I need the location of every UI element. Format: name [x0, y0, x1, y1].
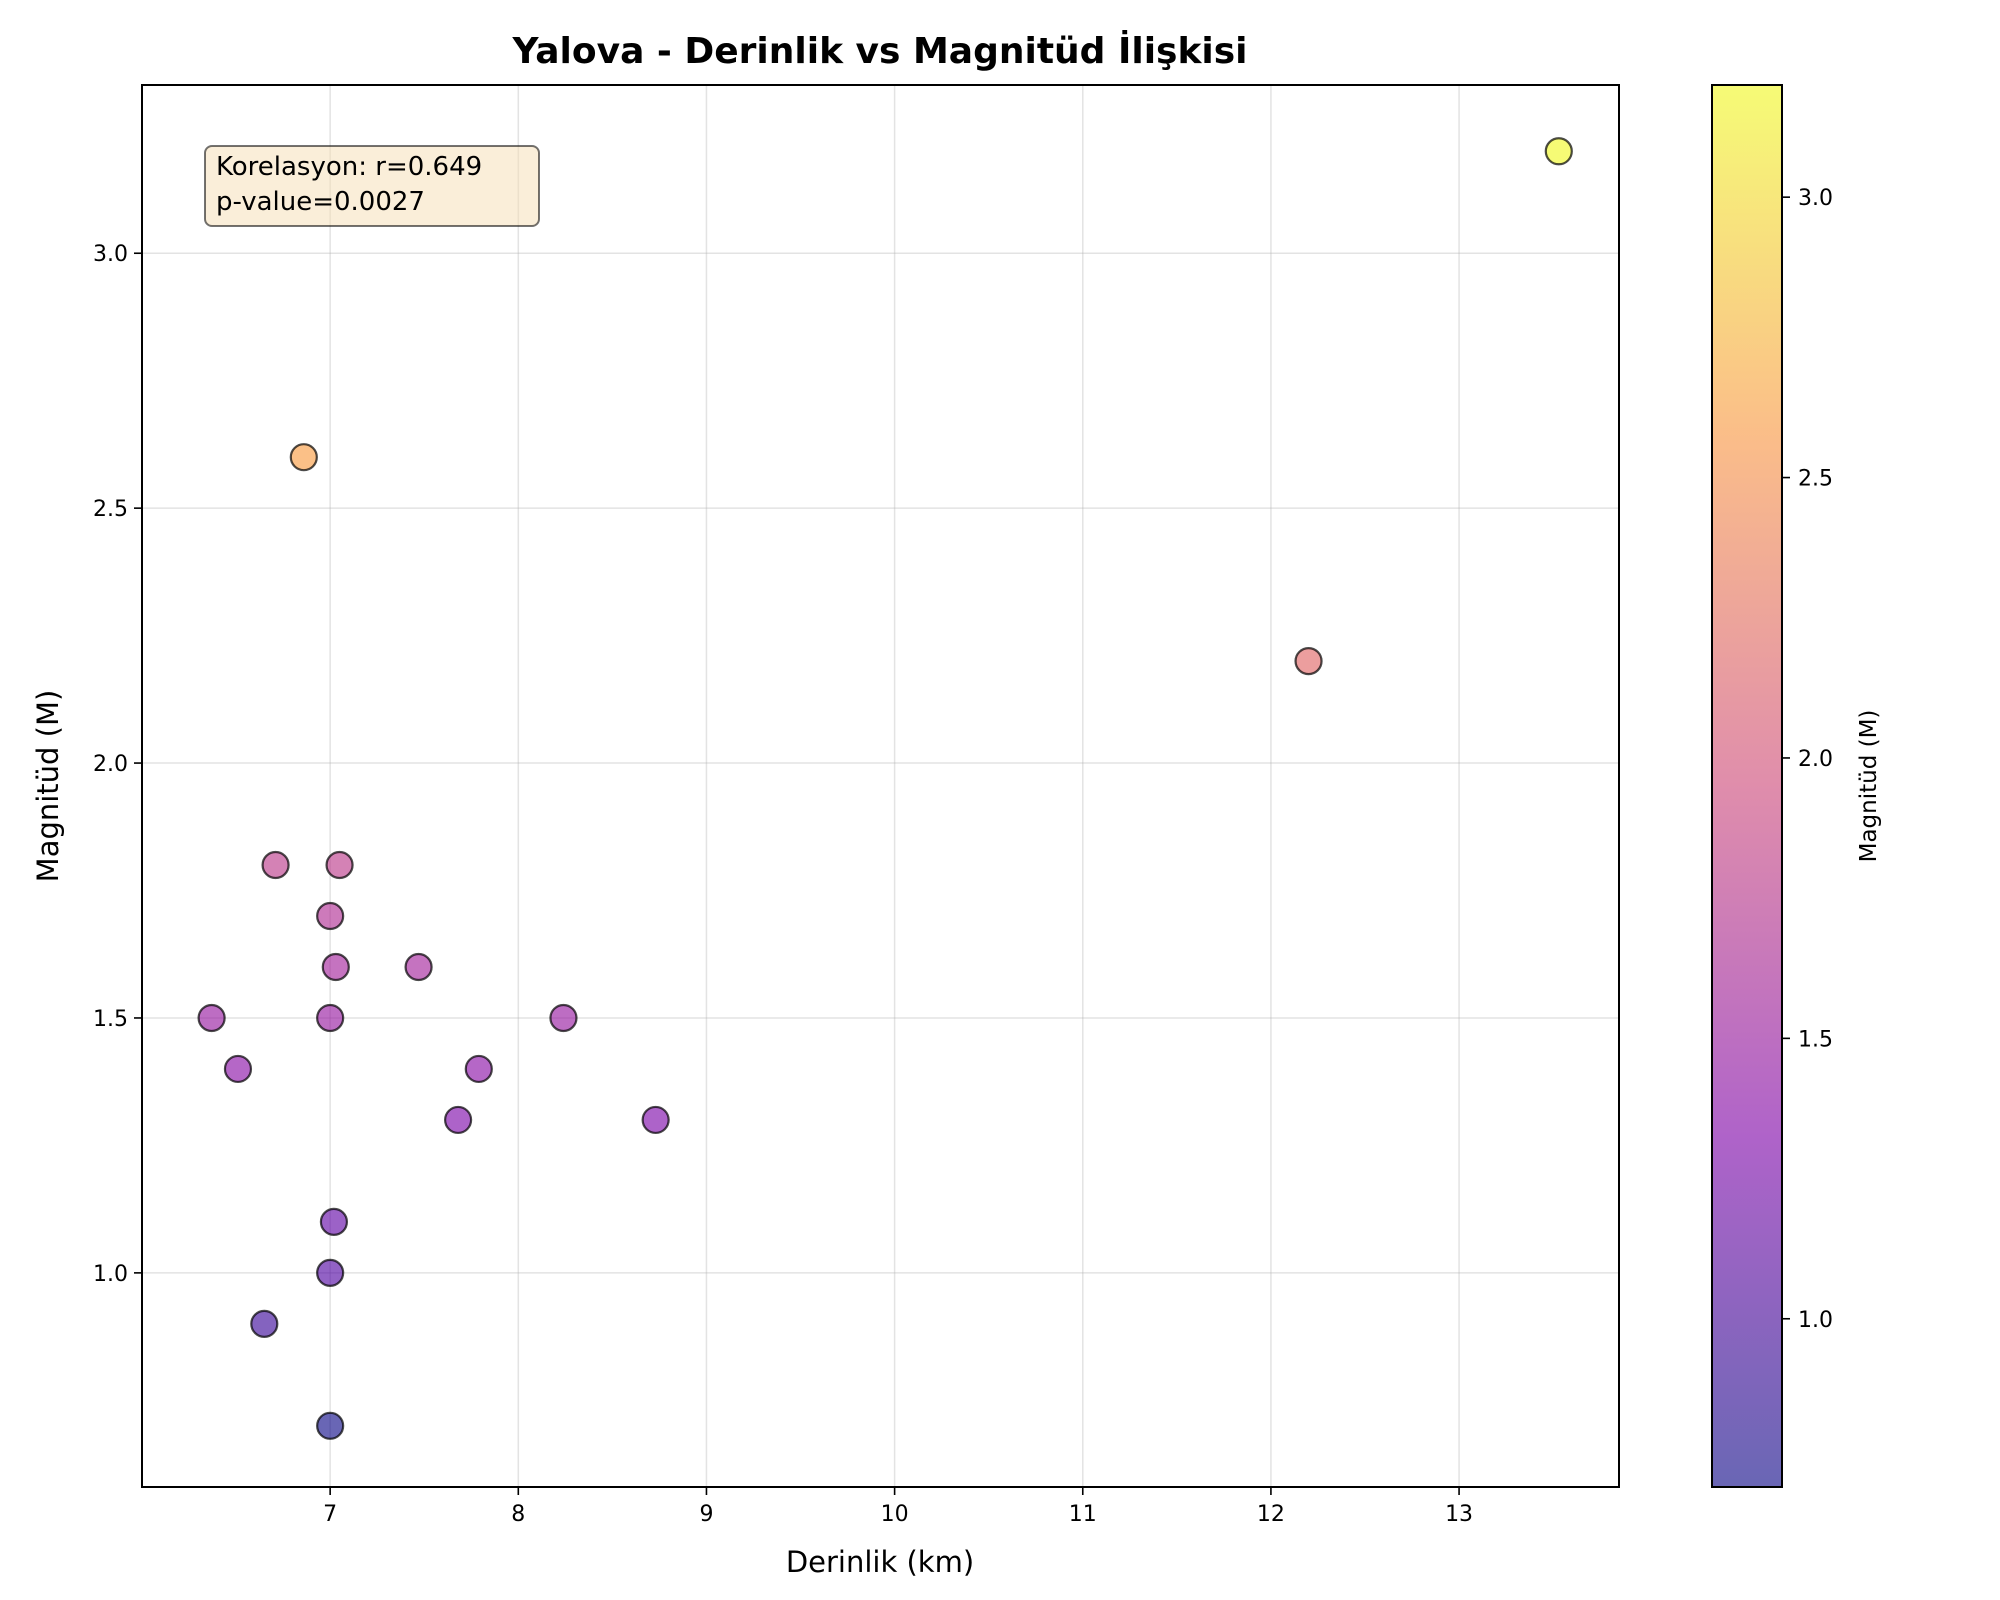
scatter-point — [1544, 137, 1573, 166]
x-tick-label: 13 — [1445, 1502, 1473, 1527]
y-axis-ticks: 1.0 1.5 2.0 2.5 3.0 — [93, 242, 142, 1287]
scatter-point — [250, 1309, 279, 1338]
x-tick-label: 8 — [511, 1502, 525, 1527]
scatter-point — [443, 1105, 473, 1135]
x-tick-label: 7 — [323, 1502, 337, 1527]
x-axis-ticks: 7 8 9 10 11 12 13 — [323, 1487, 1473, 1527]
colorbar-frame — [1711, 84, 1783, 1488]
scatter-point — [223, 1054, 253, 1084]
scatter-point — [316, 1411, 345, 1440]
scatter-point — [549, 1003, 578, 1033]
colorbar-tick-label: 1.0 — [1798, 1308, 1833, 1333]
scatter-point — [464, 1054, 493, 1084]
scatter-point — [404, 952, 433, 982]
scatter-point — [316, 1258, 345, 1287]
y-tick-label: 3.0 — [93, 242, 128, 267]
annotation-correlation: Korelasyon: r=0.649 — [216, 152, 482, 182]
colorbar-tick-label: 1.5 — [1798, 1027, 1833, 1052]
scatter-point — [197, 1003, 226, 1033]
y-tick-label: 1.0 — [93, 1262, 128, 1287]
colorbar-tick-label: 3.0 — [1798, 186, 1833, 211]
annotation-pvalue: p-value=0.0027 — [216, 187, 425, 217]
x-tick-label: 11 — [1069, 1502, 1097, 1527]
grid — [142, 85, 1619, 1487]
scatter-point — [325, 850, 354, 880]
scatter-point — [321, 952, 350, 982]
x-axis-label: Derinlik (km) — [786, 1545, 974, 1579]
y-tick-label: 1.5 — [93, 1007, 128, 1032]
colorbar: 1.0 1.5 2.0 2.5 3.0 Magnitüd (M) — [1711, 84, 1882, 1488]
plot-frame — [141, 84, 1620, 1488]
chart-title: Yalova - Derinlik vs Magnitüd İlişkisi — [511, 30, 1247, 72]
scatter-point — [289, 443, 318, 472]
colorbar-tick-label: 2.0 — [1798, 747, 1833, 772]
annotation-box: Korelasyon: r=0.649 p-value=0.0027 — [204, 145, 540, 227]
scatter-point — [316, 1003, 345, 1033]
x-tick-label: 10 — [881, 1502, 909, 1527]
colorbar-tick-label: 2.5 — [1798, 467, 1833, 492]
scatter-point — [261, 850, 290, 880]
x-tick-label: 12 — [1257, 1502, 1285, 1527]
scatter-point — [319, 1207, 349, 1236]
colorbar-gradient — [1712, 85, 1782, 1487]
y-axis-label: Magnitüd (M) — [31, 690, 65, 883]
scatter-point — [1294, 646, 1323, 676]
colorbar-label: Magnitüd (M) — [1856, 710, 1882, 863]
colorbar-ticks: 1.0 1.5 2.0 2.5 3.0 — [1782, 186, 1833, 1333]
y-tick-label: 2.5 — [93, 497, 128, 522]
scatter-point — [316, 901, 345, 931]
x-tick-label: 9 — [699, 1502, 713, 1527]
scatter-point — [641, 1105, 670, 1135]
scatter-points — [197, 137, 1573, 1440]
y-tick-label: 2.0 — [93, 752, 128, 777]
